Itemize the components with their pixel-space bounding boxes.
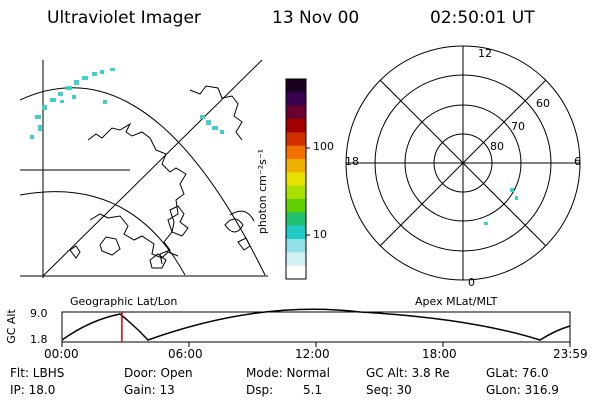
colorbar-segment	[286, 212, 306, 227]
lat-label-70: 70	[511, 120, 525, 133]
status-gain: Gain: 13	[124, 383, 175, 397]
colorbar-segment	[286, 105, 306, 120]
geographic-map	[20, 60, 268, 278]
xtick-0000: 00:00	[44, 347, 79, 361]
mlt-label-6: 6	[574, 155, 581, 168]
apex-label: Apex MLat/MLT	[415, 295, 498, 308]
geographic-label: Geographic Lat/Lon	[70, 295, 178, 308]
instrument-title: Ultraviolet Imager	[47, 8, 201, 28]
lat-label-80: 80	[490, 140, 504, 153]
colorbar-segment	[286, 252, 306, 267]
colorbar-segment	[286, 92, 306, 107]
colorbar-segment	[286, 225, 306, 240]
colorbar-segment	[286, 172, 306, 187]
colorbar-segment	[286, 119, 306, 133]
colorbar-segment	[286, 132, 306, 147]
lat-circle-outer	[20, 87, 266, 276]
aurora-emission	[30, 68, 224, 139]
polar-plot	[345, 45, 581, 281]
xtick-1200: 12:00	[295, 347, 330, 361]
status-door: Door: Open	[124, 366, 193, 380]
mlt-label-12: 12	[478, 47, 492, 60]
colorbar-unit-label: photon cm⁻²s⁻¹	[256, 148, 270, 235]
coastline	[87, 122, 187, 265]
meridian-diagonal	[42, 60, 263, 277]
status-mode: Mode: Normal	[246, 366, 330, 380]
status-filter: Flt: LBHS	[10, 366, 65, 380]
status-dsp-label: Dsp:	[246, 383, 274, 397]
colorbar-segment	[286, 185, 306, 200]
status-ip: IP: 18.0	[10, 383, 56, 397]
mlt-label-0: 0	[468, 276, 475, 289]
colorbar-segment	[286, 239, 306, 253]
xtick-1800: 18:00	[422, 347, 457, 361]
altitude-ytick-high: 9.0	[30, 307, 48, 320]
altitude-plot	[61, 308, 571, 347]
lat-label-60: 60	[536, 97, 550, 110]
polar-aurora	[484, 188, 518, 225]
colorbar-segment	[286, 159, 306, 173]
status-seq: Seq: 30	[366, 383, 412, 397]
colorbar-tick-100: 100	[313, 140, 334, 153]
status-glat: GLat: 76.0	[486, 366, 549, 380]
altitude-ytick-low: 1.8	[30, 333, 48, 346]
status-glon: GLon: 316.9	[486, 383, 559, 397]
colorbar-tick-10: 10	[313, 228, 327, 241]
lat-circle-inner	[20, 191, 186, 276]
colorbar-segment	[286, 265, 306, 280]
date-label: 13 Nov 00	[272, 8, 360, 28]
colorbar-segment	[286, 79, 306, 93]
colorbar-segment	[286, 145, 306, 160]
status-gc-alt: GC Alt: 3.8 Re	[366, 366, 450, 380]
time-label: 02:50:01 UT	[430, 8, 535, 28]
xtick-0600: 06:00	[168, 347, 203, 361]
xtick-2359: 23:59	[553, 347, 588, 361]
altitude-ylabel: GC Alt	[4, 309, 18, 344]
colorbar	[285, 78, 310, 280]
status-dsp-value: 5.1	[303, 383, 323, 397]
mlt-label-18: 18	[345, 155, 359, 168]
colorbar-segment	[286, 199, 306, 213]
altitude-curve	[61, 308, 571, 341]
